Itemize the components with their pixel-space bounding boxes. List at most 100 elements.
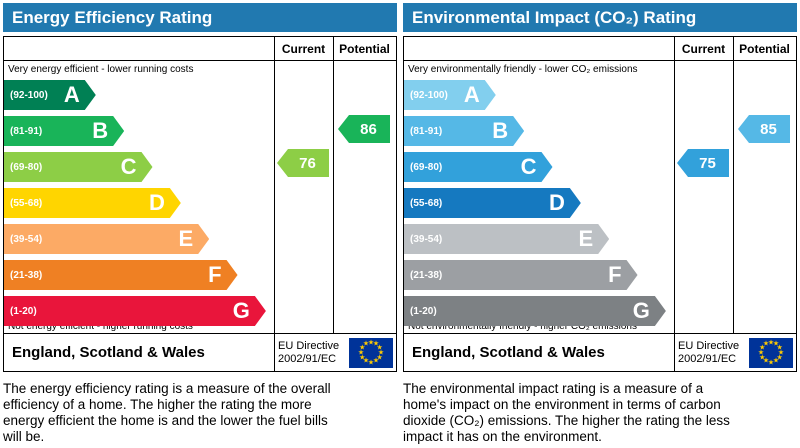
potential-column-divider bbox=[733, 37, 734, 333]
band-d: (55-68) D bbox=[404, 188, 581, 218]
band-d: (55-68) D bbox=[4, 188, 181, 218]
potential-column-header: Potential bbox=[339, 42, 390, 56]
eu-flag-star: ★ bbox=[357, 349, 365, 356]
chart-footer: England, Scotland & Wales EU Directive 2… bbox=[404, 333, 796, 371]
current-column-header: Current bbox=[281, 42, 326, 56]
band-row: (81-91) B bbox=[404, 116, 674, 150]
eu-flag-star: ★ bbox=[362, 357, 370, 365]
band-range: (81-91) bbox=[410, 125, 443, 137]
band-letter: G bbox=[232, 298, 250, 323]
band-e: (39-54) E bbox=[4, 224, 209, 254]
eu-flag-star: ★ bbox=[772, 340, 780, 348]
eu-flag: ★ ★ ★ ★ ★ ★ ★ ★ ★ ★ ★ ★ bbox=[749, 337, 793, 368]
band-letter: C bbox=[520, 154, 537, 179]
band-letter: A bbox=[463, 82, 480, 107]
band-letter: D bbox=[148, 190, 165, 215]
eu-directive-line2: 2002/91/EC bbox=[678, 352, 737, 365]
current-rating-value: 75 bbox=[699, 154, 716, 172]
environmental-impact-title: Environmental Impact (CO₂) Rating bbox=[403, 3, 797, 32]
band-row: (69-80) C bbox=[404, 152, 674, 186]
band-range: (69-80) bbox=[10, 161, 43, 173]
band-letter: A bbox=[63, 82, 80, 107]
band-g: (1-20) G bbox=[4, 296, 266, 326]
environmental-impact-panel: Environmental Impact (CO₂) Rating Curren… bbox=[403, 3, 797, 445]
band-letter: B bbox=[492, 118, 509, 143]
band-f: (21-38) F bbox=[4, 260, 238, 290]
band-letter: F bbox=[608, 262, 622, 287]
potential-rating-arrow: 86 bbox=[338, 115, 390, 143]
eu-directive-cell: EU Directive 2002/91/EC ★ ★ ★ ★ ★ ★ ★ ★ ★ ★ ★ ★ bbox=[674, 334, 796, 371]
current-rating-value: 76 bbox=[299, 154, 316, 172]
band-row: (39-54) E bbox=[4, 224, 274, 258]
band-row: (55-68) D bbox=[4, 188, 274, 222]
eu-flag-star: ★ bbox=[776, 354, 783, 361]
eu-flag-star: ★ bbox=[376, 354, 383, 361]
band-row: (92-100) A bbox=[4, 80, 274, 114]
band-range: (39-54) bbox=[10, 233, 43, 245]
band-b: (81-91) B bbox=[4, 116, 124, 146]
top-note: Very environmentally friendly - lower CO… bbox=[408, 64, 638, 75]
eu-flag-star: ★ bbox=[776, 344, 783, 351]
rating-bands: (92-100) A (81-91) B (69-80) C bbox=[4, 80, 274, 318]
eu-directive-line1: EU Directive bbox=[678, 339, 740, 352]
band-letter: D bbox=[548, 190, 565, 215]
band-row: (21-38) F bbox=[4, 260, 274, 294]
band-e: (39-54) E bbox=[404, 224, 609, 254]
current-rating-arrow: 75 bbox=[677, 149, 729, 177]
band-range: (81-91) bbox=[10, 125, 43, 137]
eu-flag-star: ★ bbox=[359, 354, 366, 361]
chart-header-row: Current Potential bbox=[404, 37, 796, 61]
band-letter: G bbox=[632, 298, 650, 323]
eu-flag-star: ★ bbox=[767, 339, 775, 346]
eu-directive-text: EU Directive 2002/91/EC bbox=[675, 340, 749, 366]
band-row: (21-38) F bbox=[404, 260, 674, 294]
chart-footer: England, Scotland & Wales EU Directive 2… bbox=[4, 333, 396, 371]
eu-flag-star: ★ bbox=[762, 357, 770, 365]
top-note: Very energy efficient - lower running co… bbox=[8, 64, 194, 75]
chart-body: Very environmentally friendly - lower CO… bbox=[404, 61, 796, 333]
eu-flag-star: ★ bbox=[367, 359, 375, 366]
band-row: (69-80) C bbox=[4, 152, 274, 186]
band-range: (55-68) bbox=[10, 197, 43, 209]
environmental-impact-chart: Current Potential Very environmentally f… bbox=[403, 36, 797, 372]
band-range: (55-68) bbox=[410, 197, 443, 209]
band-range: (21-38) bbox=[10, 269, 43, 281]
eu-flag-star: ★ bbox=[767, 359, 775, 366]
environmental-rating-description: The environmental impact rating is a mea… bbox=[403, 381, 730, 444]
potential-column-header: Potential bbox=[739, 42, 790, 56]
potential-rating-arrow: 85 bbox=[738, 115, 790, 143]
current-column-divider bbox=[274, 37, 275, 333]
region-label: England, Scotland & Wales bbox=[12, 344, 205, 361]
chart-header-row: Current Potential bbox=[4, 37, 396, 61]
eu-directive-line1: EU Directive bbox=[278, 339, 340, 352]
band-letter: B bbox=[92, 118, 109, 143]
band-letter: E bbox=[578, 226, 594, 251]
band-row: (81-91) B bbox=[4, 116, 274, 150]
eu-flag-star: ★ bbox=[772, 357, 780, 365]
energy-rating-description: The energy efficiency rating is a measur… bbox=[3, 381, 331, 444]
band-letter: F bbox=[208, 262, 222, 287]
band-range: (92-100) bbox=[10, 89, 48, 101]
eu-directive-line2: 2002/91/EC bbox=[278, 352, 337, 365]
energy-efficiency-panel: Energy Efficiency Rating Current Potenti… bbox=[3, 3, 397, 445]
band-a: (92-100) A bbox=[404, 80, 496, 110]
current-column-header: Current bbox=[681, 42, 726, 56]
eu-flag-star: ★ bbox=[759, 344, 766, 351]
band-letter: C bbox=[120, 154, 137, 179]
current-rating-arrow: 76 bbox=[277, 149, 329, 177]
band-range: (92-100) bbox=[410, 89, 448, 101]
header-spacer bbox=[404, 37, 674, 60]
potential-rating-value: 86 bbox=[360, 120, 377, 138]
energy-efficiency-title: Energy Efficiency Rating bbox=[3, 3, 397, 32]
band-range: (1-20) bbox=[410, 305, 437, 317]
eu-flag: ★ ★ ★ ★ ★ ★ ★ ★ ★ ★ ★ ★ bbox=[349, 337, 393, 368]
band-c: (69-80) C bbox=[4, 152, 153, 182]
eu-flag-star: ★ bbox=[757, 349, 765, 356]
region-label: England, Scotland & Wales bbox=[412, 344, 605, 361]
eu-flag-star: ★ bbox=[367, 339, 375, 346]
current-column-divider bbox=[674, 37, 675, 333]
eu-flag-star: ★ bbox=[372, 357, 380, 365]
band-range: (1-20) bbox=[10, 305, 37, 317]
band-range: (39-54) bbox=[410, 233, 443, 245]
